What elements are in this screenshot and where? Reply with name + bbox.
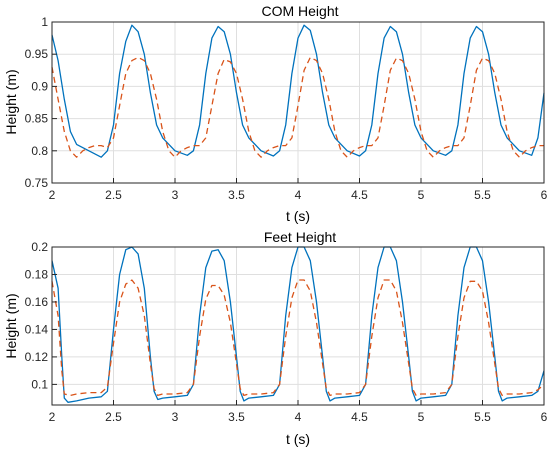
x-tick-label: 4 — [295, 410, 302, 424]
series-line-1 — [51, 24, 545, 158]
x-tick-label: 3.5 — [228, 410, 245, 424]
y-tick-label: 0.12 — [25, 350, 49, 364]
y-tick-label: 0.95 — [25, 47, 49, 61]
x-tick-label: 4.5 — [351, 188, 368, 202]
x-axis-label: t (s) — [286, 431, 310, 447]
y-axis-label: Height (m) — [3, 69, 19, 134]
y-tick-label: 0.16 — [25, 295, 49, 309]
x-tick-label: 4.5 — [351, 410, 368, 424]
x-tick-label: 3 — [172, 188, 179, 202]
y-axis-label: Height (m) — [3, 293, 19, 358]
y-tick-label: 0.2 — [31, 240, 48, 254]
x-tick-label: 5.5 — [474, 188, 491, 202]
series-line-2 — [51, 279, 545, 397]
x-tick-label: 2 — [49, 188, 56, 202]
y-tick-label: 0.1 — [31, 377, 48, 391]
series-line-2 — [51, 56, 544, 158]
x-tick-label: 6 — [541, 410, 548, 424]
x-tick-label: 4 — [295, 188, 302, 202]
x-axis-label: t (s) — [286, 208, 310, 224]
y-tick-label: 1 — [41, 15, 48, 29]
com-height-panel: COM Height 2 2.5 3 3.5 4 4.5 5 5.5 6 0.75 0.8 0.85 0… — [3, 3, 548, 224]
x-tick-label: 3 — [172, 410, 179, 424]
y-tick-label: 0.75 — [25, 176, 49, 190]
y-tick-label: 0.8 — [31, 144, 48, 158]
x-tick-label: 2.5 — [105, 410, 122, 424]
chart-title: Feet Height — [264, 229, 336, 245]
y-tick-label: 0.9 — [31, 79, 48, 93]
y-tick-label: 0.18 — [25, 267, 49, 281]
y-tick-label: 0.14 — [25, 322, 49, 336]
x-tick-label: 2 — [49, 410, 56, 424]
feet-height-panel: Feet Height 2 2.5 3 3.5 4 4.5 5 5.5 6 0.1 0.12 0.14… — [3, 229, 548, 447]
x-tick-label: 3.5 — [228, 188, 245, 202]
x-tick-label: 5 — [418, 188, 425, 202]
y-tick-label: 0.85 — [25, 112, 49, 126]
x-tick-label: 6 — [541, 188, 548, 202]
x-tick-label: 2.5 — [105, 188, 122, 202]
x-tick-label: 5 — [418, 410, 425, 424]
chart-title: COM Height — [261, 3, 338, 19]
x-tick-label: 5.5 — [474, 410, 491, 424]
